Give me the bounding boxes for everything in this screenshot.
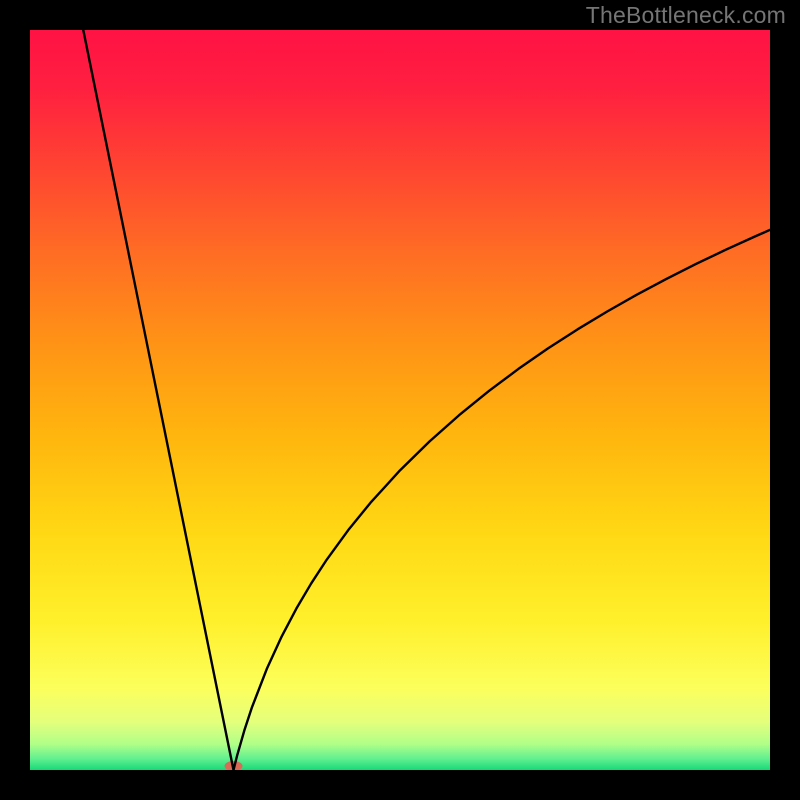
bottleneck-chart: [30, 30, 770, 770]
chart-frame: TheBottleneck.com: [0, 0, 800, 800]
watermark-label: TheBottleneck.com: [586, 0, 786, 30]
plot-background: [30, 30, 770, 770]
